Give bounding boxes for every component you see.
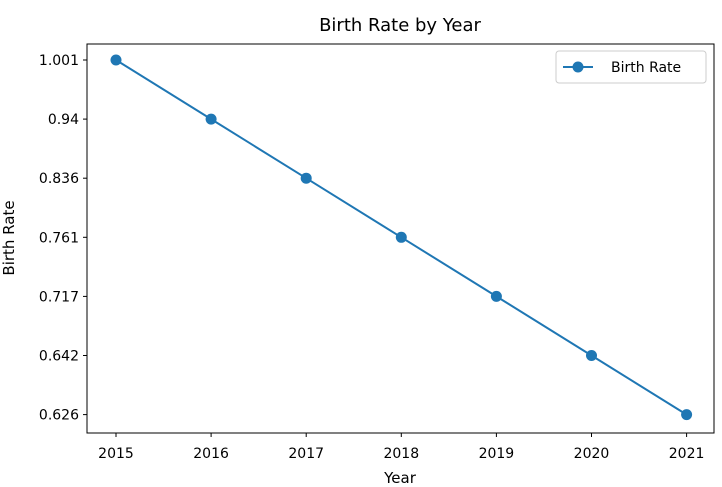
x-tick-label: 2019: [479, 446, 515, 462]
data-point-2018: [395, 231, 407, 243]
y-tick-label: 0.626: [39, 408, 79, 424]
y-tick-label: 1.001: [39, 53, 79, 69]
y-tick-label: 0.717: [39, 289, 79, 305]
y-tick-label: 0.94: [48, 112, 79, 128]
y-axis-label: Birth Rate: [0, 200, 18, 275]
series-layer: [110, 54, 693, 421]
y-tick-label: 0.761: [39, 230, 79, 246]
legend: Birth Rate: [555, 50, 707, 84]
x-tick-label: 2018: [383, 446, 419, 462]
x-tick-label: 2021: [669, 446, 705, 462]
data-point-2015: [110, 54, 122, 66]
legend-box: [555, 50, 707, 84]
chart-title: Birth Rate by Year: [319, 15, 481, 36]
plot-area: [86, 43, 715, 434]
y-tick-label: 0.642: [39, 349, 79, 365]
legend-entry-birth-rate: Birth Rate: [611, 60, 681, 76]
x-tick-label: 2017: [288, 446, 324, 462]
y-axis: 1.001 0.94 0.836 0.761 0.717 0.642 0.626: [39, 53, 87, 424]
x-tick-label: 2015: [98, 446, 134, 462]
data-point-2016: [205, 113, 217, 125]
data-point-2017: [300, 172, 312, 184]
x-tick-label: 2020: [574, 446, 610, 462]
x-tick-label: 2016: [193, 446, 229, 462]
data-point-2020: [586, 350, 597, 361]
legend-marker-icon: [572, 61, 584, 73]
data-point-2021: [681, 409, 693, 421]
x-axis: 2015 2016 2017 2018 2019 2020 2021: [98, 433, 704, 462]
x-axis-label: Year: [383, 469, 417, 487]
y-tick-label: 0.836: [39, 171, 79, 187]
plot-frame: [86, 43, 715, 434]
data-point-2019: [490, 290, 502, 302]
